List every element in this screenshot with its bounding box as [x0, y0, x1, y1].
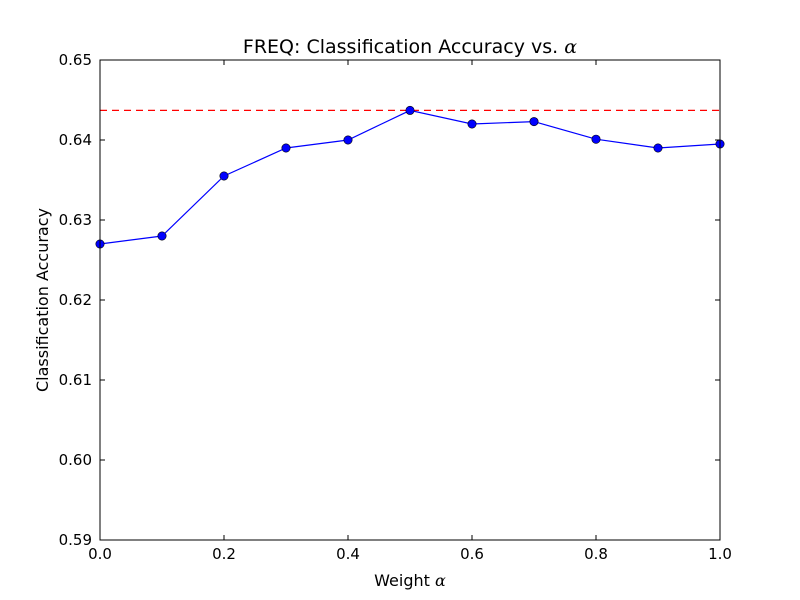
y-tick-label: 0.65 — [59, 51, 92, 69]
y-tick-label: 0.64 — [59, 131, 92, 149]
plot-area: 0.0 0.2 0.4 0.6 0.8 1.0 0.59 0.60 0.61 0.62 0.63 0.… — [59, 51, 732, 563]
x-tick-label: 1.0 — [708, 545, 732, 563]
y-tick-label: 0.63 — [59, 211, 92, 229]
chart-title: FREQ: Classification Accuracy vs. α — [243, 36, 577, 58]
data-point — [653, 143, 663, 153]
data-point — [467, 119, 477, 129]
data-point — [219, 171, 229, 181]
x-tick-label: 0.8 — [584, 545, 608, 563]
data-point — [157, 231, 167, 241]
data-point — [343, 135, 353, 145]
axes-frame — [99, 59, 721, 541]
data-point — [281, 143, 291, 153]
y-tick-label: 0.62 — [59, 291, 92, 309]
x-tick-label: 0.4 — [336, 545, 360, 563]
x-tick-label: 0.2 — [212, 545, 236, 563]
y-axis-title: Classification Accuracy — [33, 208, 52, 392]
data-point — [529, 117, 539, 127]
y-tick-label: 0.59 — [59, 531, 92, 549]
x-tick-label: 0.0 — [88, 545, 112, 563]
y-tick-label: 0.61 — [59, 371, 92, 389]
data-point — [405, 105, 415, 115]
y-tick-label: 0.60 — [59, 451, 92, 469]
x-axis-title: Weight α — [374, 571, 446, 590]
data-point — [591, 134, 601, 144]
x-tick-label: 0.6 — [460, 545, 484, 563]
